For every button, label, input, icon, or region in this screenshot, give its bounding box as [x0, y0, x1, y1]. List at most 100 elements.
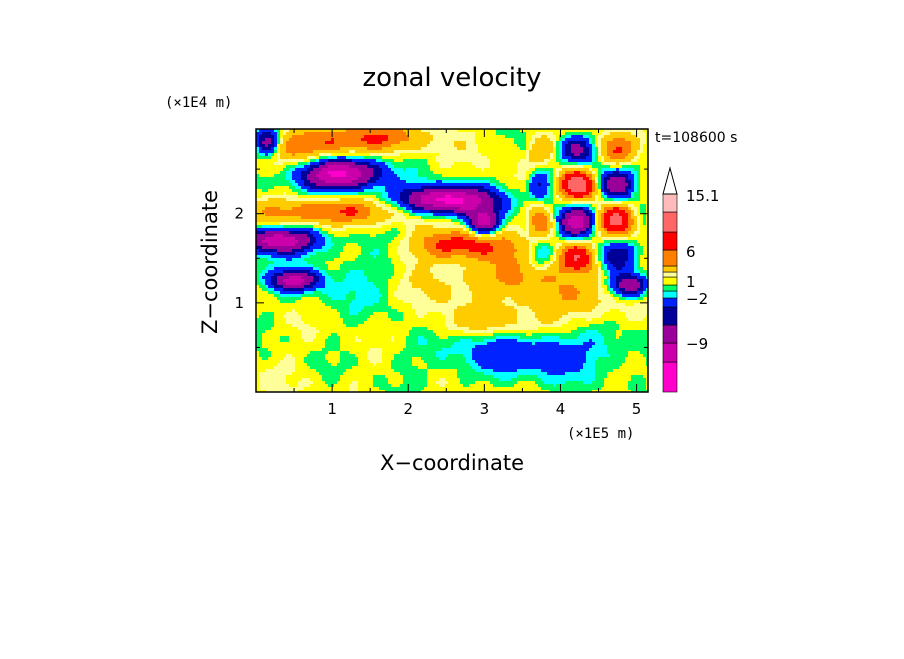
field-cell	[361, 165, 365, 169]
field-cell	[349, 150, 353, 154]
field-cell	[595, 150, 599, 154]
field-cell	[430, 144, 434, 148]
field-cell	[433, 219, 437, 223]
field-cell	[583, 192, 587, 196]
field-cell	[262, 240, 266, 244]
field-cell	[403, 216, 407, 220]
field-cell	[394, 216, 398, 220]
field-cell	[595, 192, 599, 196]
field-cell	[292, 162, 296, 166]
field-cell	[259, 156, 263, 160]
field-cell	[307, 168, 311, 172]
field-cell	[574, 156, 578, 160]
field-cell	[583, 171, 587, 175]
field-cell	[469, 174, 473, 178]
field-cell	[508, 180, 512, 184]
field-cell	[445, 225, 449, 229]
field-cell	[562, 129, 566, 133]
field-cell	[592, 132, 596, 136]
field-cell	[457, 159, 461, 163]
field-cell	[397, 228, 401, 232]
field-cell	[436, 216, 440, 220]
field-cell	[517, 141, 521, 145]
field-cell	[475, 210, 479, 214]
field-cell	[346, 201, 350, 205]
field-cell	[478, 213, 482, 217]
field-cell	[553, 192, 557, 196]
field-cell	[367, 132, 371, 136]
field-cell	[256, 144, 260, 148]
field-cell	[319, 189, 323, 193]
field-cell	[358, 213, 362, 217]
field-cell	[307, 234, 311, 238]
field-cell	[550, 192, 554, 196]
field-cell	[643, 201, 647, 205]
field-cell	[562, 159, 566, 163]
field-cell	[349, 240, 353, 244]
field-cell	[436, 186, 440, 190]
field-cell	[349, 231, 353, 235]
field-cell	[364, 198, 368, 202]
field-cell	[502, 162, 506, 166]
field-cell	[337, 240, 341, 244]
field-cell	[604, 195, 608, 199]
field-cell	[337, 174, 341, 178]
field-cell	[304, 237, 308, 241]
field-cell	[268, 159, 272, 163]
field-cell	[340, 189, 344, 193]
field-cell	[439, 213, 443, 217]
field-cell	[574, 231, 578, 235]
field-cell	[286, 135, 290, 139]
field-cell	[298, 219, 302, 223]
field-cell	[526, 192, 530, 196]
field-cell	[562, 177, 566, 181]
field-cell	[313, 240, 317, 244]
field-cell	[442, 141, 446, 145]
field-cell	[382, 159, 386, 163]
field-cell	[277, 141, 281, 145]
field-cell	[493, 168, 497, 172]
field-cell	[592, 141, 596, 145]
field-cell	[355, 201, 359, 205]
field-cell	[310, 171, 314, 175]
field-cell	[598, 141, 602, 145]
field-cell	[529, 165, 533, 169]
field-cell	[397, 183, 401, 187]
field-cell	[322, 141, 326, 145]
field-cell	[355, 228, 359, 232]
field-cell	[601, 162, 605, 166]
field-cell	[481, 207, 485, 211]
field-cell	[448, 156, 452, 160]
field-cell	[580, 177, 584, 181]
field-cell	[313, 180, 317, 184]
field-cell	[643, 225, 647, 229]
field-cell	[388, 195, 392, 199]
field-cell	[442, 228, 446, 232]
field-cell	[583, 207, 587, 211]
field-cell	[268, 129, 272, 133]
field-cell	[295, 180, 299, 184]
field-cell	[499, 228, 503, 232]
field-cell	[571, 192, 575, 196]
field-cell	[592, 198, 596, 202]
field-cell	[316, 231, 320, 235]
field-cell	[610, 150, 614, 154]
field-cell	[478, 222, 482, 226]
field-cell	[406, 153, 410, 157]
field-cell	[493, 150, 497, 154]
field-cell	[508, 162, 512, 166]
field-cell	[634, 183, 638, 187]
field-cell	[556, 132, 560, 136]
field-cell	[592, 165, 596, 169]
field-cell	[523, 240, 527, 244]
field-cell	[424, 216, 428, 220]
field-cell	[598, 135, 602, 139]
field-cell	[376, 150, 380, 154]
field-cell	[634, 132, 638, 136]
field-cell	[529, 195, 533, 199]
field-cell	[586, 213, 590, 217]
field-cell	[259, 159, 263, 163]
field-cell	[619, 222, 623, 226]
field-cell	[376, 156, 380, 160]
field-cell	[433, 231, 437, 235]
